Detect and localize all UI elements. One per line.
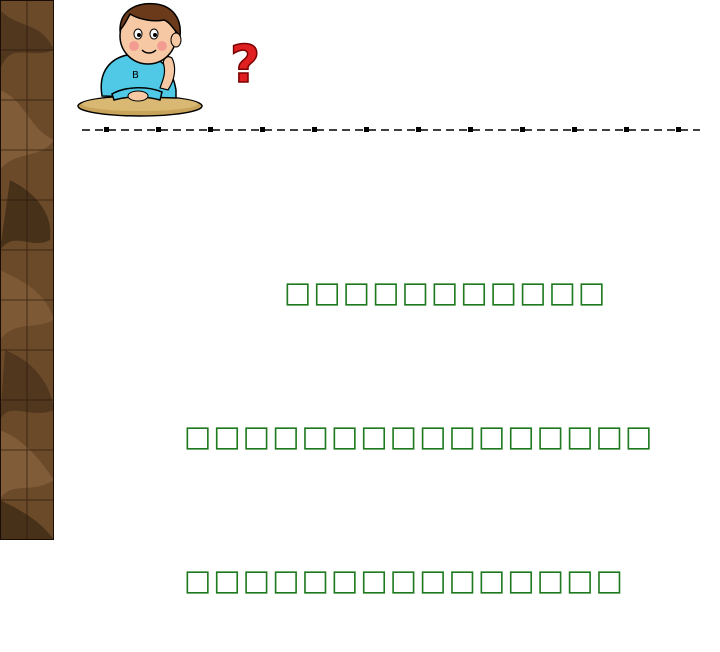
decorative-side-strip	[0, 0, 54, 540]
text-line-1: □□□□□□□□□□□	[284, 275, 608, 309]
text-line-2: □□□□□□□□□□□□□□□□	[184, 419, 655, 453]
slide-body-text: □□□□□□□□□□□ □□□□□□□□□□□□□□□□ □□□□□□□□□□□…	[184, 172, 655, 652]
thinking-boy-icon: B	[76, 0, 206, 120]
text-line-3: □□□□□□□□□□□□□□□	[184, 563, 625, 597]
question-mark-icon: ?	[228, 34, 264, 96]
divider-line	[82, 122, 700, 136]
svg-text:?: ?	[230, 35, 260, 94]
svg-text:B: B	[132, 70, 139, 81]
